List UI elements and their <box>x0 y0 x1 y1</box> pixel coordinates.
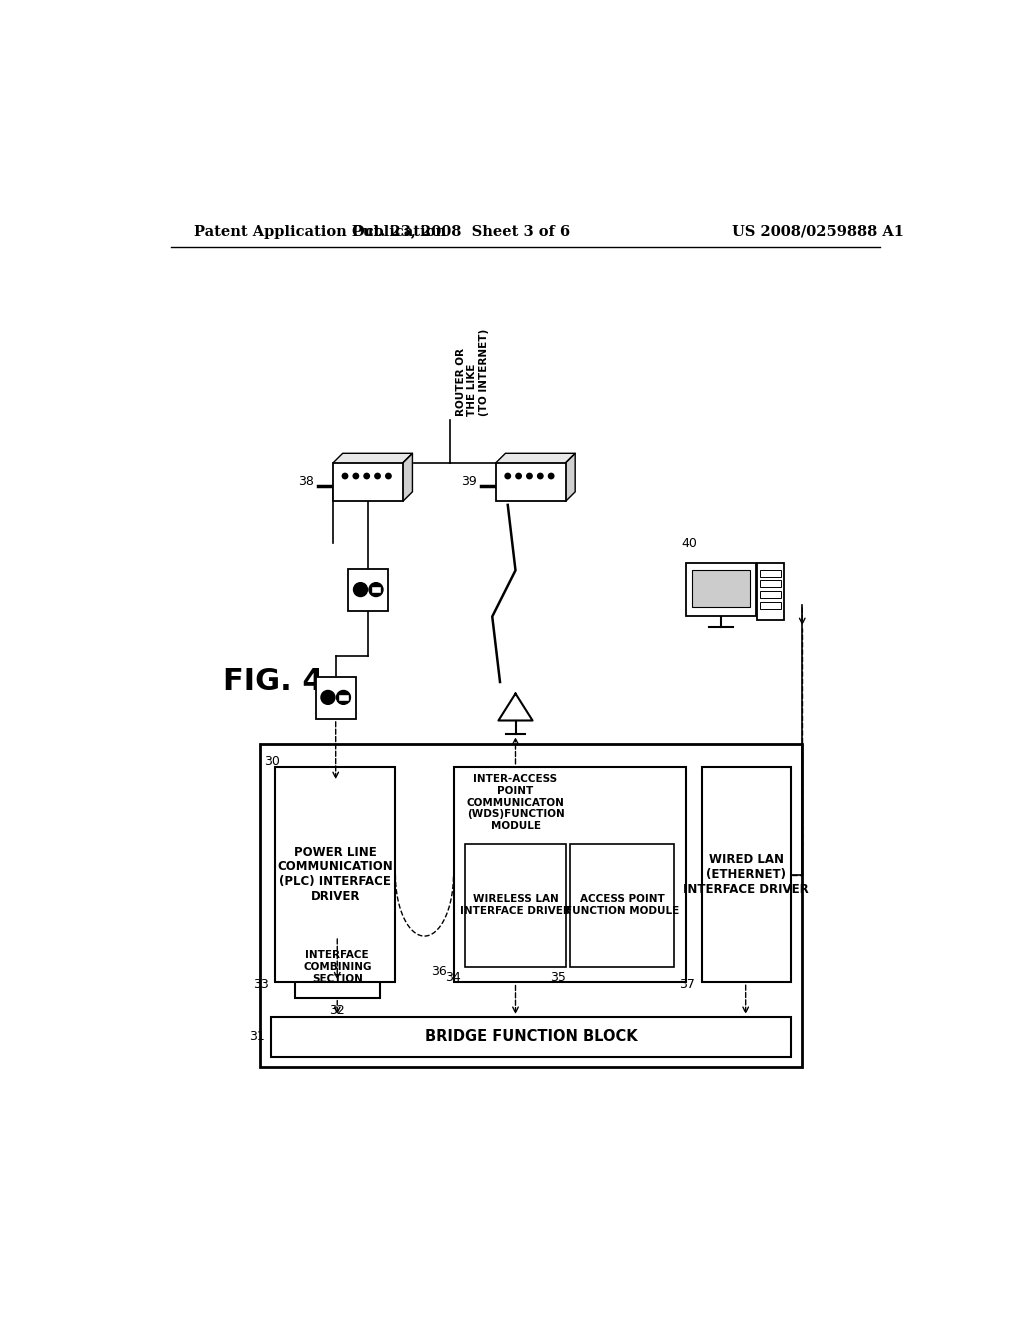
Circle shape <box>526 474 532 479</box>
Text: 31: 31 <box>250 1031 265 1044</box>
Bar <box>569 843 675 966</box>
Text: POWER LINE
COMMUNICATION
(PLC) INTERFACE
DRIVER: POWER LINE COMMUNICATION (PLC) INTERFACE… <box>278 846 393 903</box>
Bar <box>295 936 380 998</box>
Circle shape <box>505 474 510 479</box>
Bar <box>761 602 781 609</box>
Bar <box>371 586 381 594</box>
Bar <box>761 570 781 577</box>
Circle shape <box>353 474 358 479</box>
Circle shape <box>353 582 368 597</box>
Circle shape <box>386 474 391 479</box>
Circle shape <box>364 474 370 479</box>
Text: INTERFACE
COMBINING
SECTION: INTERFACE COMBINING SECTION <box>303 950 372 983</box>
Circle shape <box>516 474 521 479</box>
Bar <box>496 462 566 502</box>
Text: Patent Application Publication: Patent Application Publication <box>194 224 445 239</box>
Text: 35: 35 <box>550 970 566 983</box>
Text: 38: 38 <box>298 475 314 488</box>
Bar <box>758 564 784 619</box>
Text: FIG. 4: FIG. 4 <box>222 668 324 697</box>
Bar <box>334 462 403 502</box>
Text: US 2008/0259888 A1: US 2008/0259888 A1 <box>732 224 904 239</box>
Bar <box>348 569 388 611</box>
Polygon shape <box>403 453 413 502</box>
Text: 36: 36 <box>431 965 447 978</box>
Bar <box>761 591 781 598</box>
Circle shape <box>337 690 350 705</box>
Bar <box>692 570 750 607</box>
Text: 40: 40 <box>682 537 697 550</box>
Text: Oct. 23, 2008  Sheet 3 of 6: Oct. 23, 2008 Sheet 3 of 6 <box>352 224 570 239</box>
Text: INTER-ACCESS
POINT
COMMUNICATON
(WDS)FUNCTION
MODULE: INTER-ACCESS POINT COMMUNICATON (WDS)FUN… <box>467 775 564 830</box>
Bar <box>338 693 349 701</box>
Text: WIRELESS LAN
INTERFACE DRIVER: WIRELESS LAN INTERFACE DRIVER <box>460 895 571 916</box>
Text: ROUTER OR
THE LIKE
(TO INTERNET): ROUTER OR THE LIKE (TO INTERNET) <box>456 329 489 416</box>
Bar <box>275 767 395 982</box>
Bar <box>761 581 781 587</box>
Bar <box>260 743 802 1067</box>
Text: ACCESS POINT
FUNCTION MODULE: ACCESS POINT FUNCTION MODULE <box>565 895 679 916</box>
Bar <box>701 767 791 982</box>
Text: BRIDGE FUNCTION BLOCK: BRIDGE FUNCTION BLOCK <box>425 1030 637 1044</box>
Circle shape <box>321 690 335 705</box>
Text: 30: 30 <box>263 755 280 768</box>
Polygon shape <box>566 453 575 502</box>
Bar <box>371 586 381 594</box>
Text: 37: 37 <box>680 978 695 991</box>
Circle shape <box>369 582 383 597</box>
Bar <box>686 564 756 615</box>
Bar <box>454 767 686 982</box>
Text: WIRED LAN
(ETHERNET)
INTERFACE DRIVER: WIRED LAN (ETHERNET) INTERFACE DRIVER <box>683 853 809 896</box>
Circle shape <box>538 474 543 479</box>
Text: 32: 32 <box>330 1003 345 1016</box>
Circle shape <box>549 474 554 479</box>
Bar <box>465 843 566 966</box>
Text: 39: 39 <box>461 475 477 488</box>
Bar <box>315 677 356 719</box>
Bar <box>338 693 349 701</box>
Circle shape <box>375 474 380 479</box>
Polygon shape <box>334 453 413 462</box>
Circle shape <box>342 474 348 479</box>
Text: 33: 33 <box>253 978 269 991</box>
Polygon shape <box>496 453 575 462</box>
Bar <box>271 1016 791 1057</box>
Text: 34: 34 <box>445 970 461 983</box>
